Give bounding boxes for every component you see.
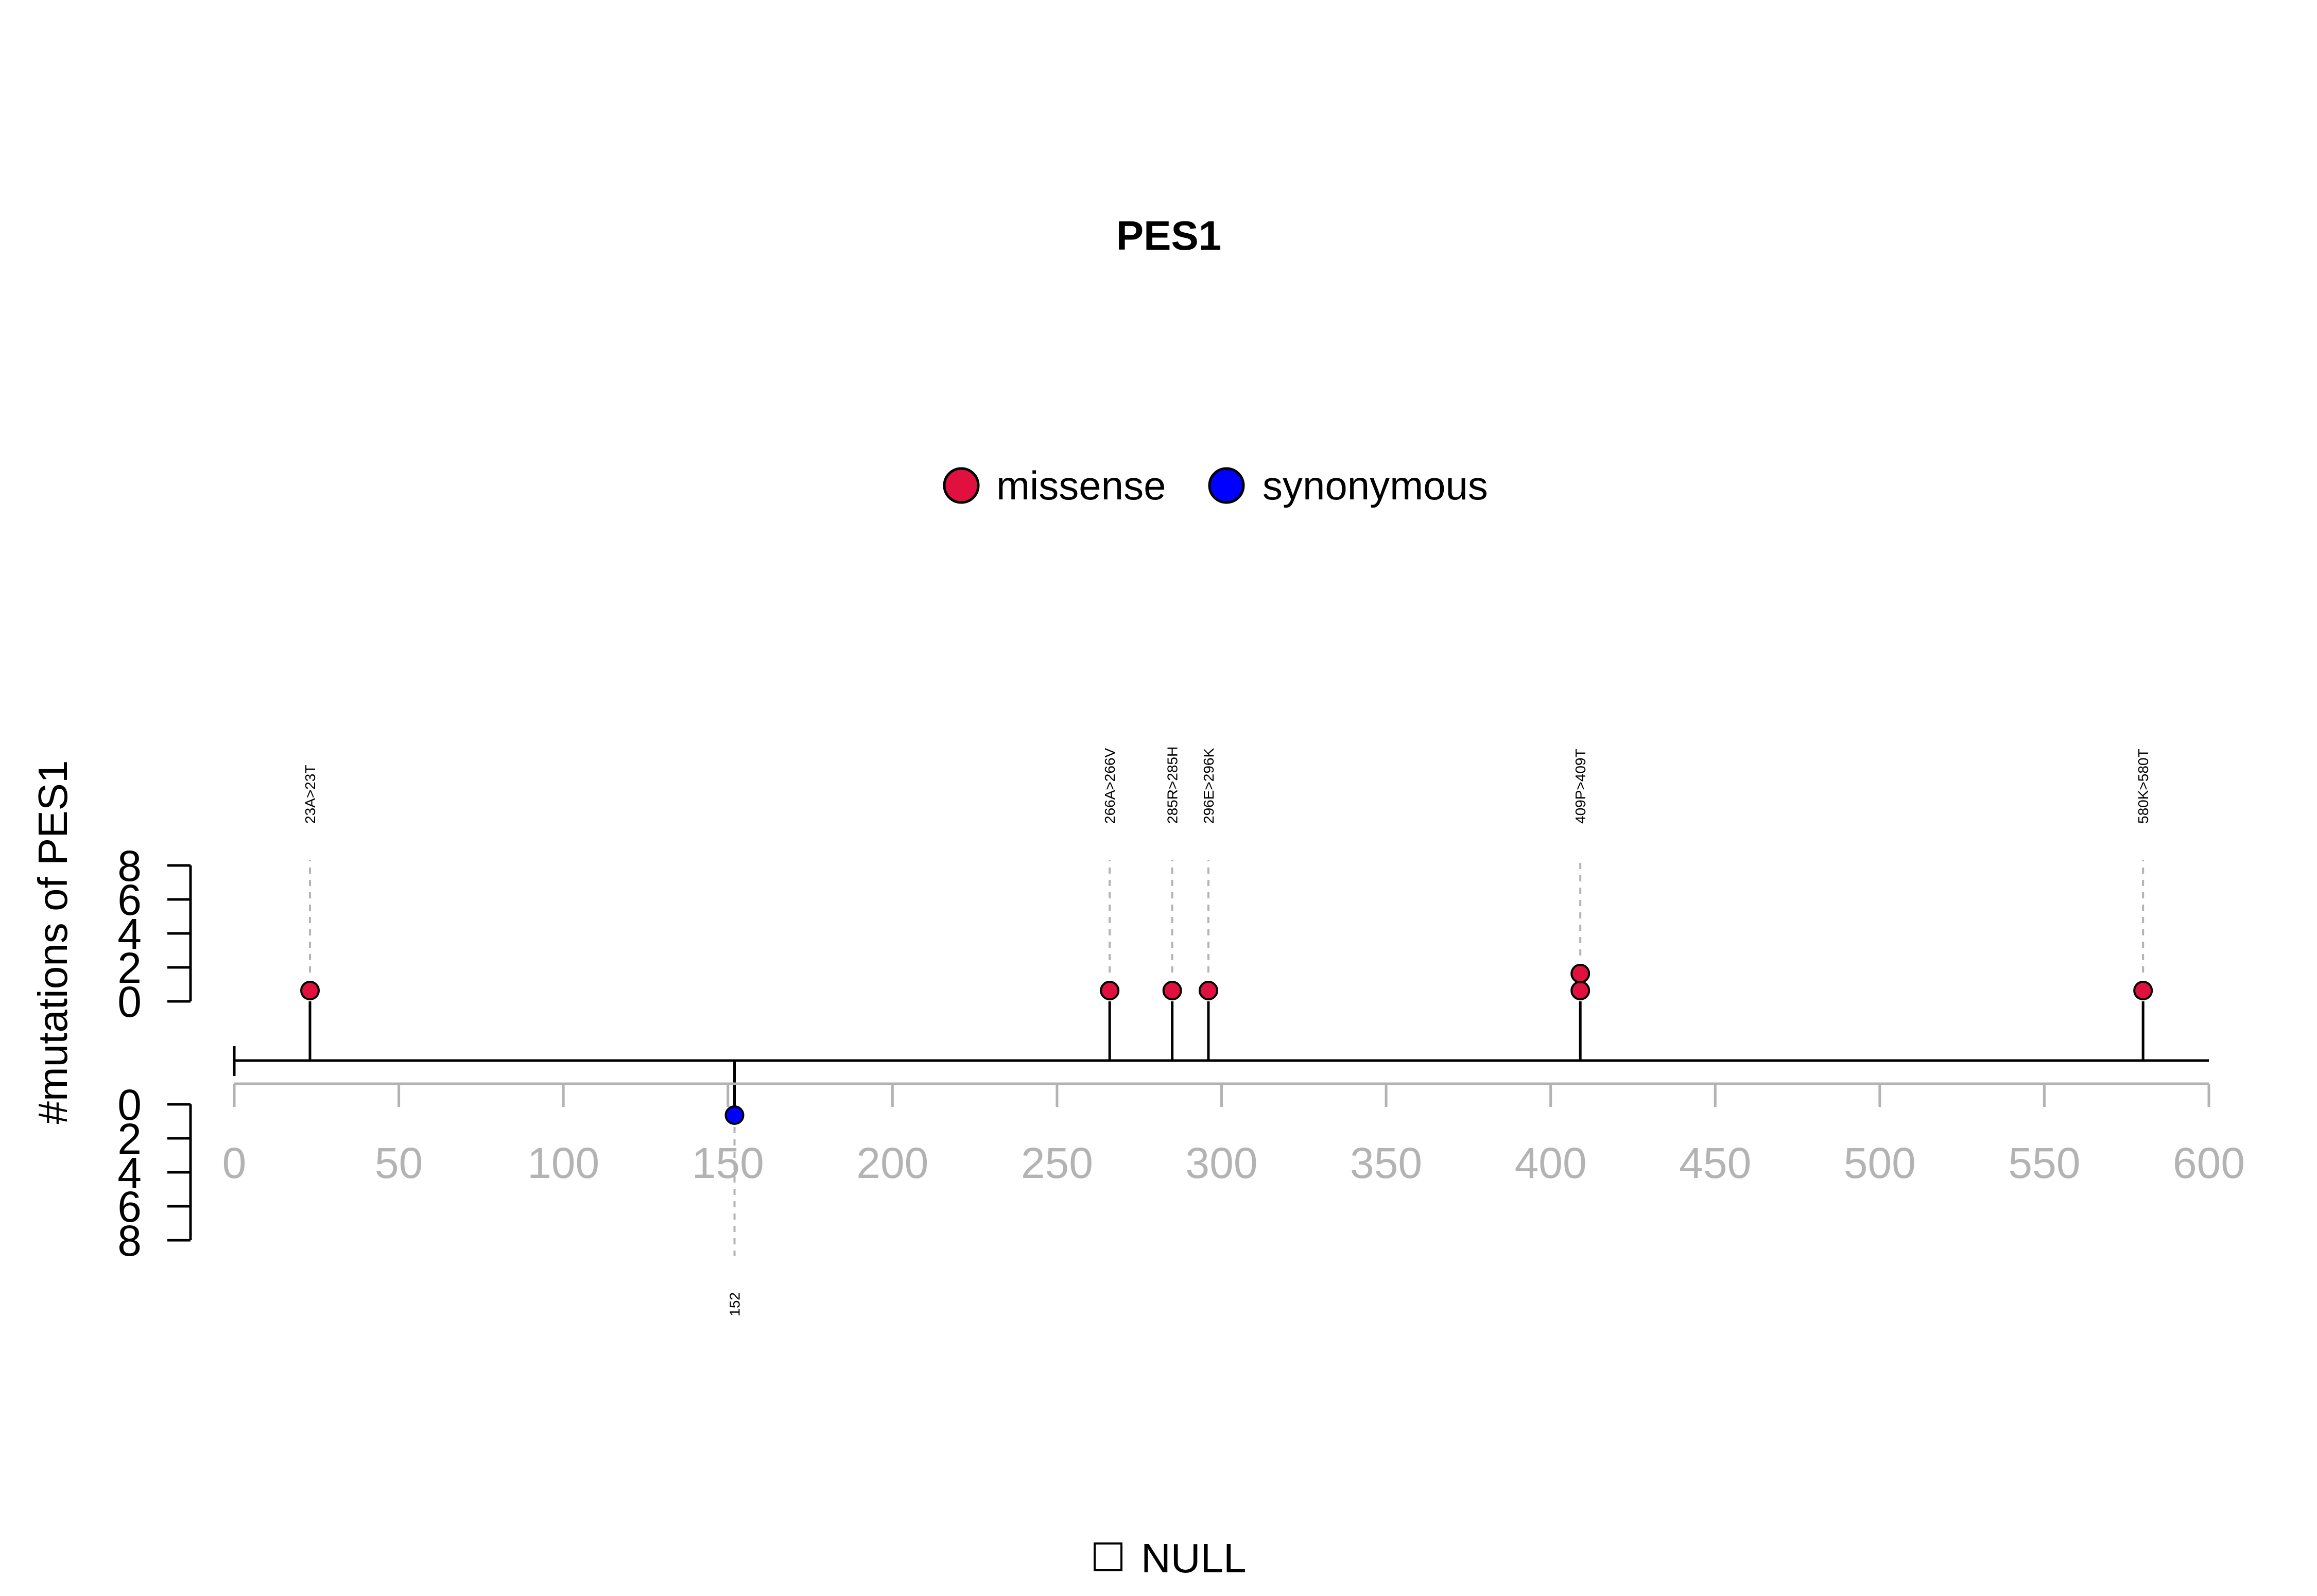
mutation-point-missense [2133, 981, 2153, 1000]
mutation-point-missense [1100, 981, 1120, 1000]
mutation-point-missense [1570, 964, 1590, 983]
mutation-points [300, 964, 2153, 1125]
x-tick-label: 600 [2173, 1139, 2245, 1187]
mutation-point-missense [300, 981, 320, 1000]
x-tick-label: 550 [2008, 1139, 2080, 1187]
x-tick-label: 100 [527, 1139, 599, 1187]
mutation-label: 152 [727, 1292, 743, 1316]
y-upper-tick-label: 2 [117, 944, 142, 992]
y-upper-tick-label: 6 [117, 876, 142, 924]
mutation-label: 296E>296K [1201, 748, 1217, 824]
domain-legend-swatch [1094, 1542, 1122, 1571]
mutation-label: 23A>23T [302, 765, 318, 824]
mutation-label: 285R>285H [1165, 747, 1181, 824]
x-axis: 0 50 100 150 200 250 300 350 400 450 500 550 600 [222, 1082, 2245, 1187]
domain-legend-label: NULL [1141, 1535, 1247, 1581]
x-tick-label: 350 [1350, 1139, 1422, 1187]
mutation-point-missense [1570, 981, 1590, 1000]
y-upper-tick-label: 0 [117, 978, 142, 1026]
mutation-label: 580K>580T [2135, 749, 2151, 824]
x-tick-label: 200 [856, 1139, 928, 1187]
x-tick-label: 150 [692, 1139, 764, 1187]
mutation-stems [308, 860, 2145, 1256]
y-upper-tick-label: 8 [117, 842, 142, 890]
y-lower-tick-label: 6 [117, 1183, 142, 1231]
legend-marker-missense [943, 467, 980, 504]
mutation-label: 266A>266V [1102, 748, 1118, 824]
legend-label-missense: missense [996, 463, 1166, 508]
y-lower-tick-label: 8 [117, 1217, 142, 1265]
legend-marker-synonymous [1208, 467, 1245, 504]
y-upper-tick-label: 4 [117, 910, 142, 958]
x-tick-label: 450 [1679, 1139, 1751, 1187]
x-tick-label: 50 [375, 1139, 423, 1187]
mutation-point-missense [1162, 981, 1182, 1000]
y-axis-label: #mutations of PES1 [30, 760, 76, 1124]
mutation-point-missense [1198, 981, 1218, 1000]
x-tick-label: 500 [1844, 1139, 1916, 1187]
x-tick-label: 0 [222, 1139, 247, 1187]
legend-label-synonymous: synonymous [1263, 463, 1488, 508]
x-tick-label: 250 [1021, 1139, 1093, 1187]
mutation-label: 409P>409T [1572, 749, 1588, 824]
x-tick-label: 400 [1515, 1139, 1587, 1187]
y-lower-tick-label: 0 [117, 1081, 142, 1129]
y-lower-tick-label: 2 [117, 1115, 142, 1163]
chart-title: PES1 [1116, 213, 1222, 258]
y-lower-tick-label: 4 [117, 1149, 142, 1197]
x-tick-label: 300 [1185, 1139, 1257, 1187]
mutation-labels: 23A>23T 152 266A>266V 285R>285H 296E>296K 409… [302, 747, 2151, 1316]
mutation-point-synonymous [724, 1105, 745, 1125]
legend: missense synonymous [943, 463, 1488, 508]
domain-legend: NULL [1094, 1535, 1247, 1581]
